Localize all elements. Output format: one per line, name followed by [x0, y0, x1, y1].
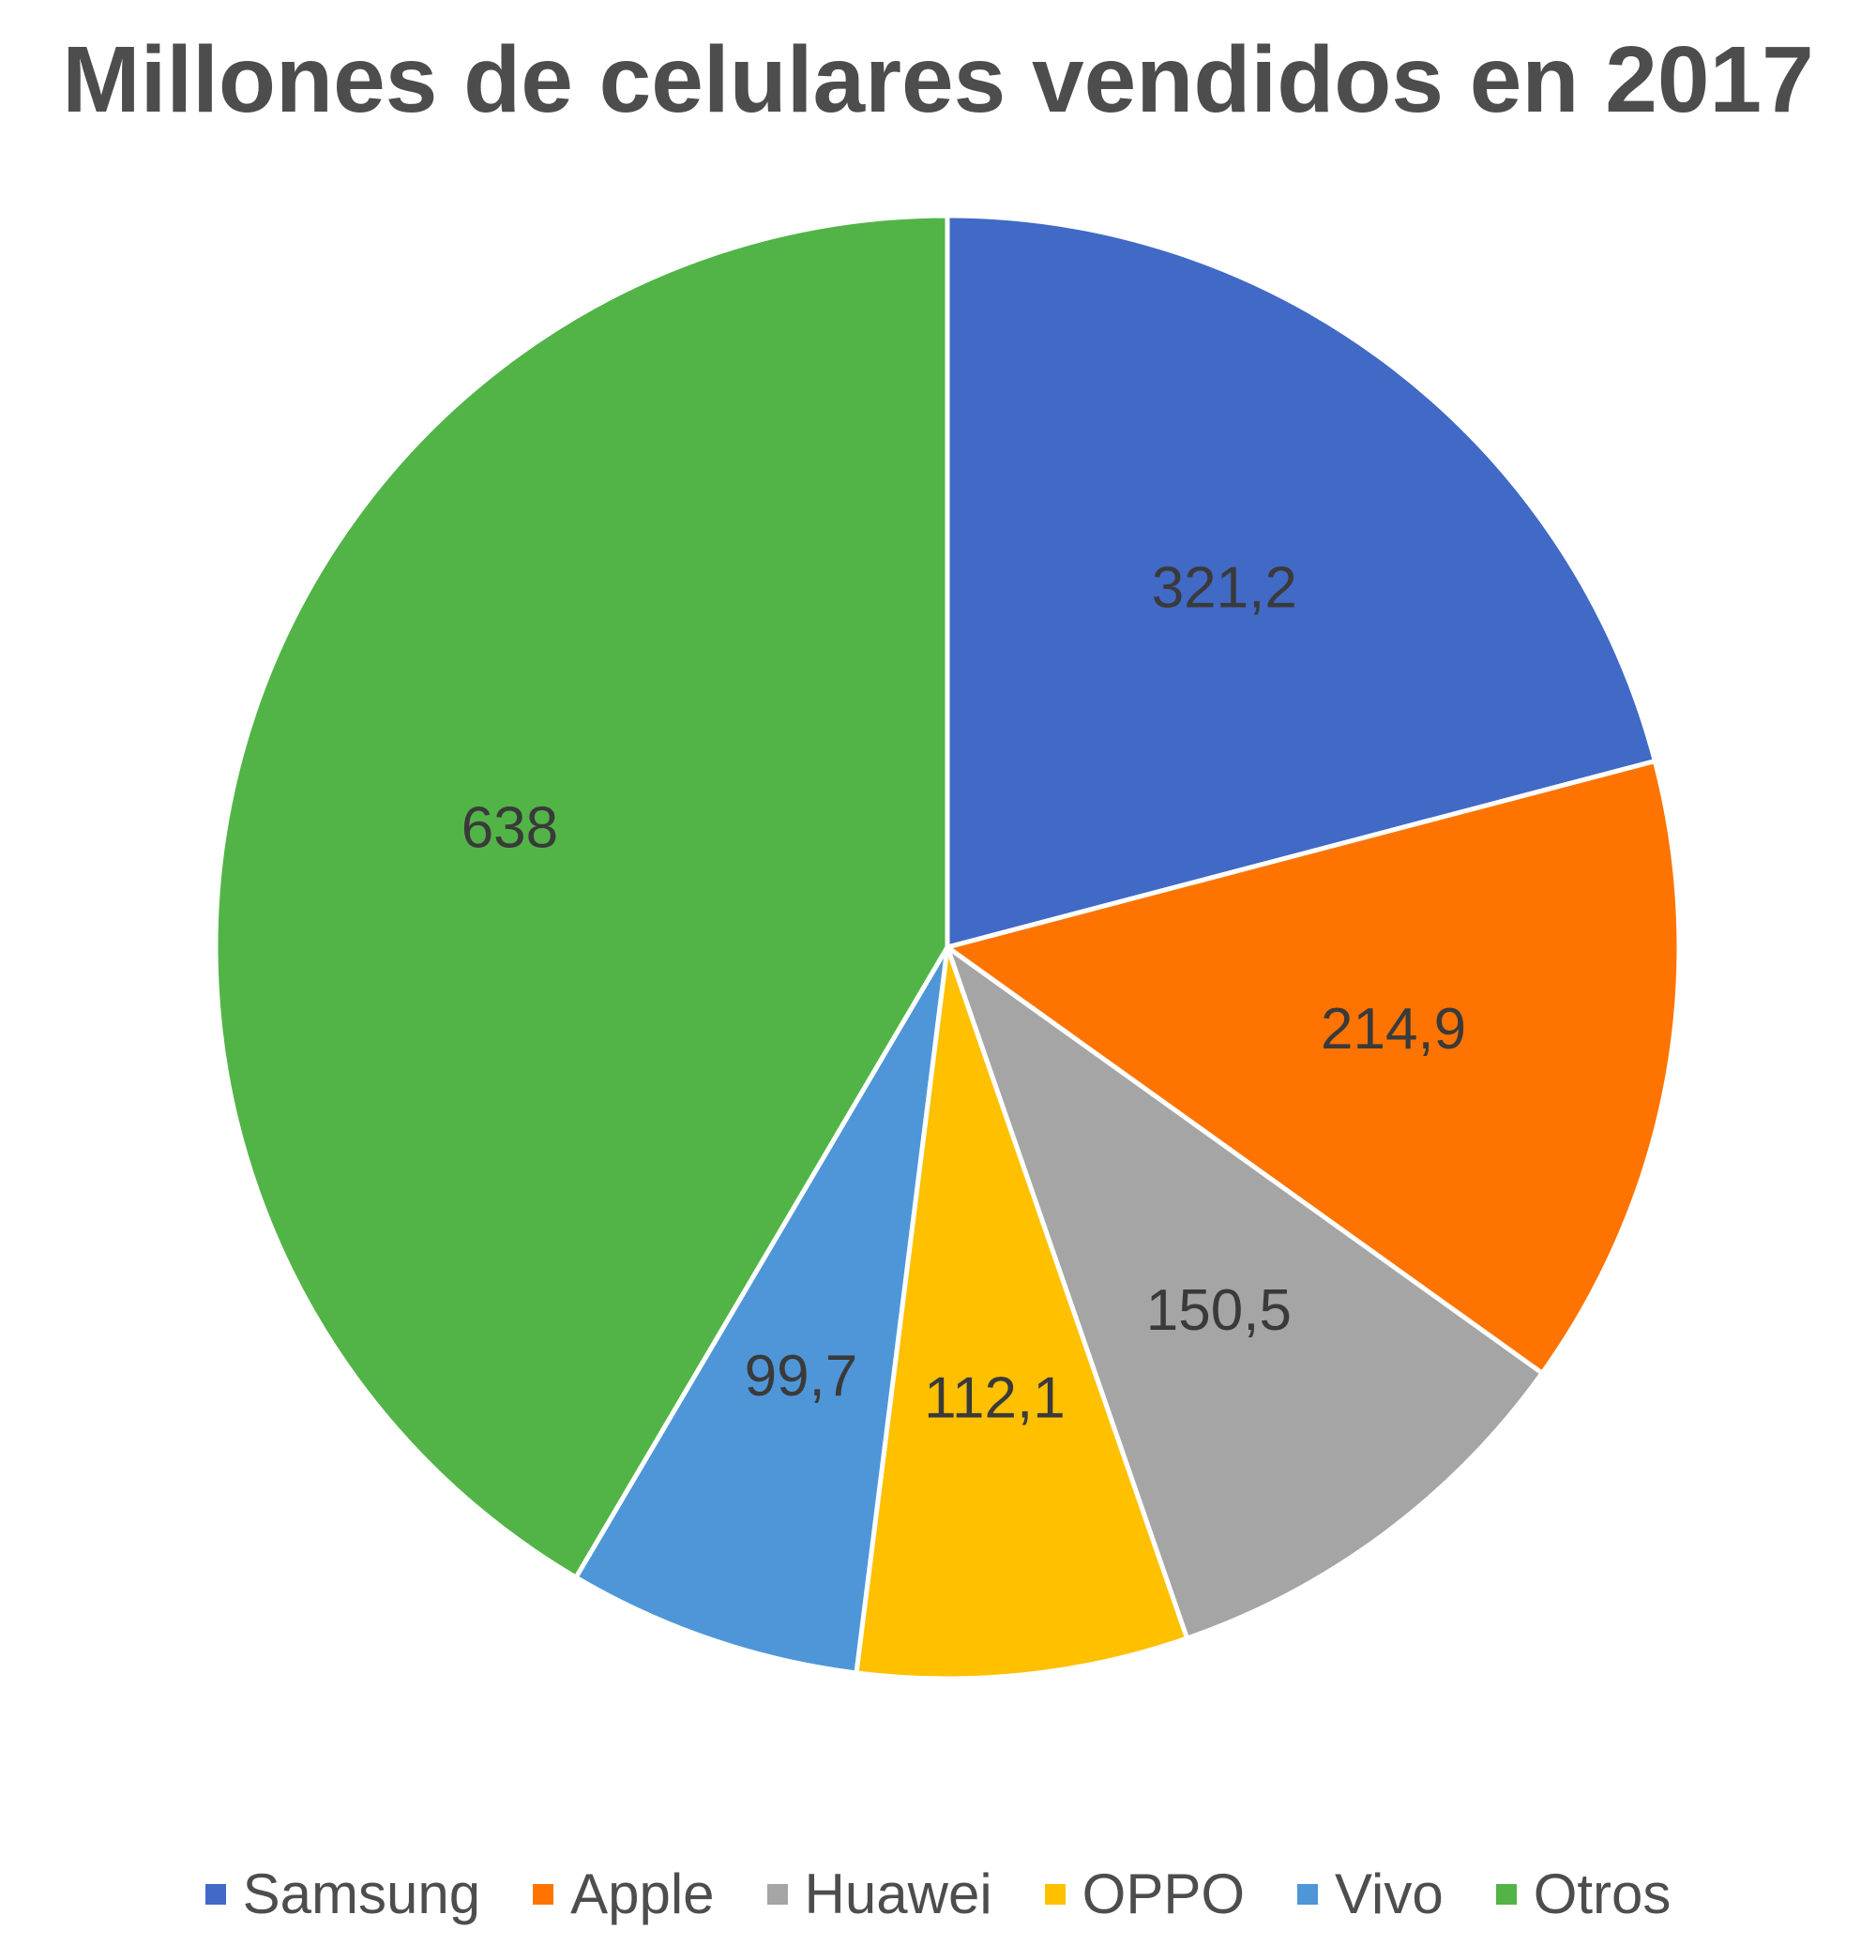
legend-label: Apple	[570, 1862, 715, 1925]
legend-swatch-icon	[1044, 1883, 1066, 1905]
legend-item-otros: Otros	[1495, 1862, 1672, 1926]
legend-item-huawei: Huawei	[766, 1862, 992, 1926]
data-label-apple: 214,9	[1321, 997, 1466, 1062]
data-label-otros: 638	[461, 795, 558, 860]
pie-slice-vivo	[573, 944, 950, 1676]
pie-slice-huawei	[945, 944, 1545, 1641]
data-label-huawei: 150,5	[1146, 1278, 1292, 1343]
chart-title: Millones de celulares vendidos en 2017	[62, 27, 1814, 132]
legend-item-apple: Apple	[533, 1862, 715, 1926]
pie-slice-samsung	[945, 213, 1657, 950]
legend-swatch-icon	[533, 1883, 554, 1905]
data-label-vivo: 99,7	[745, 1344, 858, 1409]
pie-data-labels: 321,2 214,9 150,5 112,1 99,7 638	[461, 556, 1466, 1431]
data-label-samsung: 321,2	[1152, 556, 1297, 621]
pie-slice-oppo	[854, 944, 1189, 1681]
legend-label: Otros	[1533, 1862, 1672, 1925]
legend-swatch-icon	[1495, 1883, 1517, 1905]
data-label-oppo: 112,1	[924, 1365, 1066, 1430]
pie-slice-otros	[213, 213, 950, 1580]
legend-label: OPPO	[1082, 1862, 1246, 1925]
legend-label: Samsung	[242, 1862, 481, 1925]
legend-item-vivo: Vivo	[1297, 1862, 1444, 1926]
legend-item-oppo: OPPO	[1044, 1862, 1246, 1926]
legend: Samsung Apple Huawei OPPO Vivo Otros	[0, 1862, 1876, 1926]
legend-swatch-icon	[1297, 1883, 1319, 1905]
legend-swatch-icon	[204, 1883, 226, 1905]
pie-chart: 321,2 214,9 150,5 112,1 99,7 638	[213, 213, 1682, 1681]
legend-label: Vivo	[1335, 1862, 1444, 1925]
legend-swatch-icon	[766, 1883, 788, 1905]
pie-slice-apple	[945, 759, 1682, 1376]
legend-label: Huawei	[804, 1862, 992, 1925]
legend-item-samsung: Samsung	[204, 1862, 481, 1926]
pie-slices	[213, 213, 1682, 1681]
